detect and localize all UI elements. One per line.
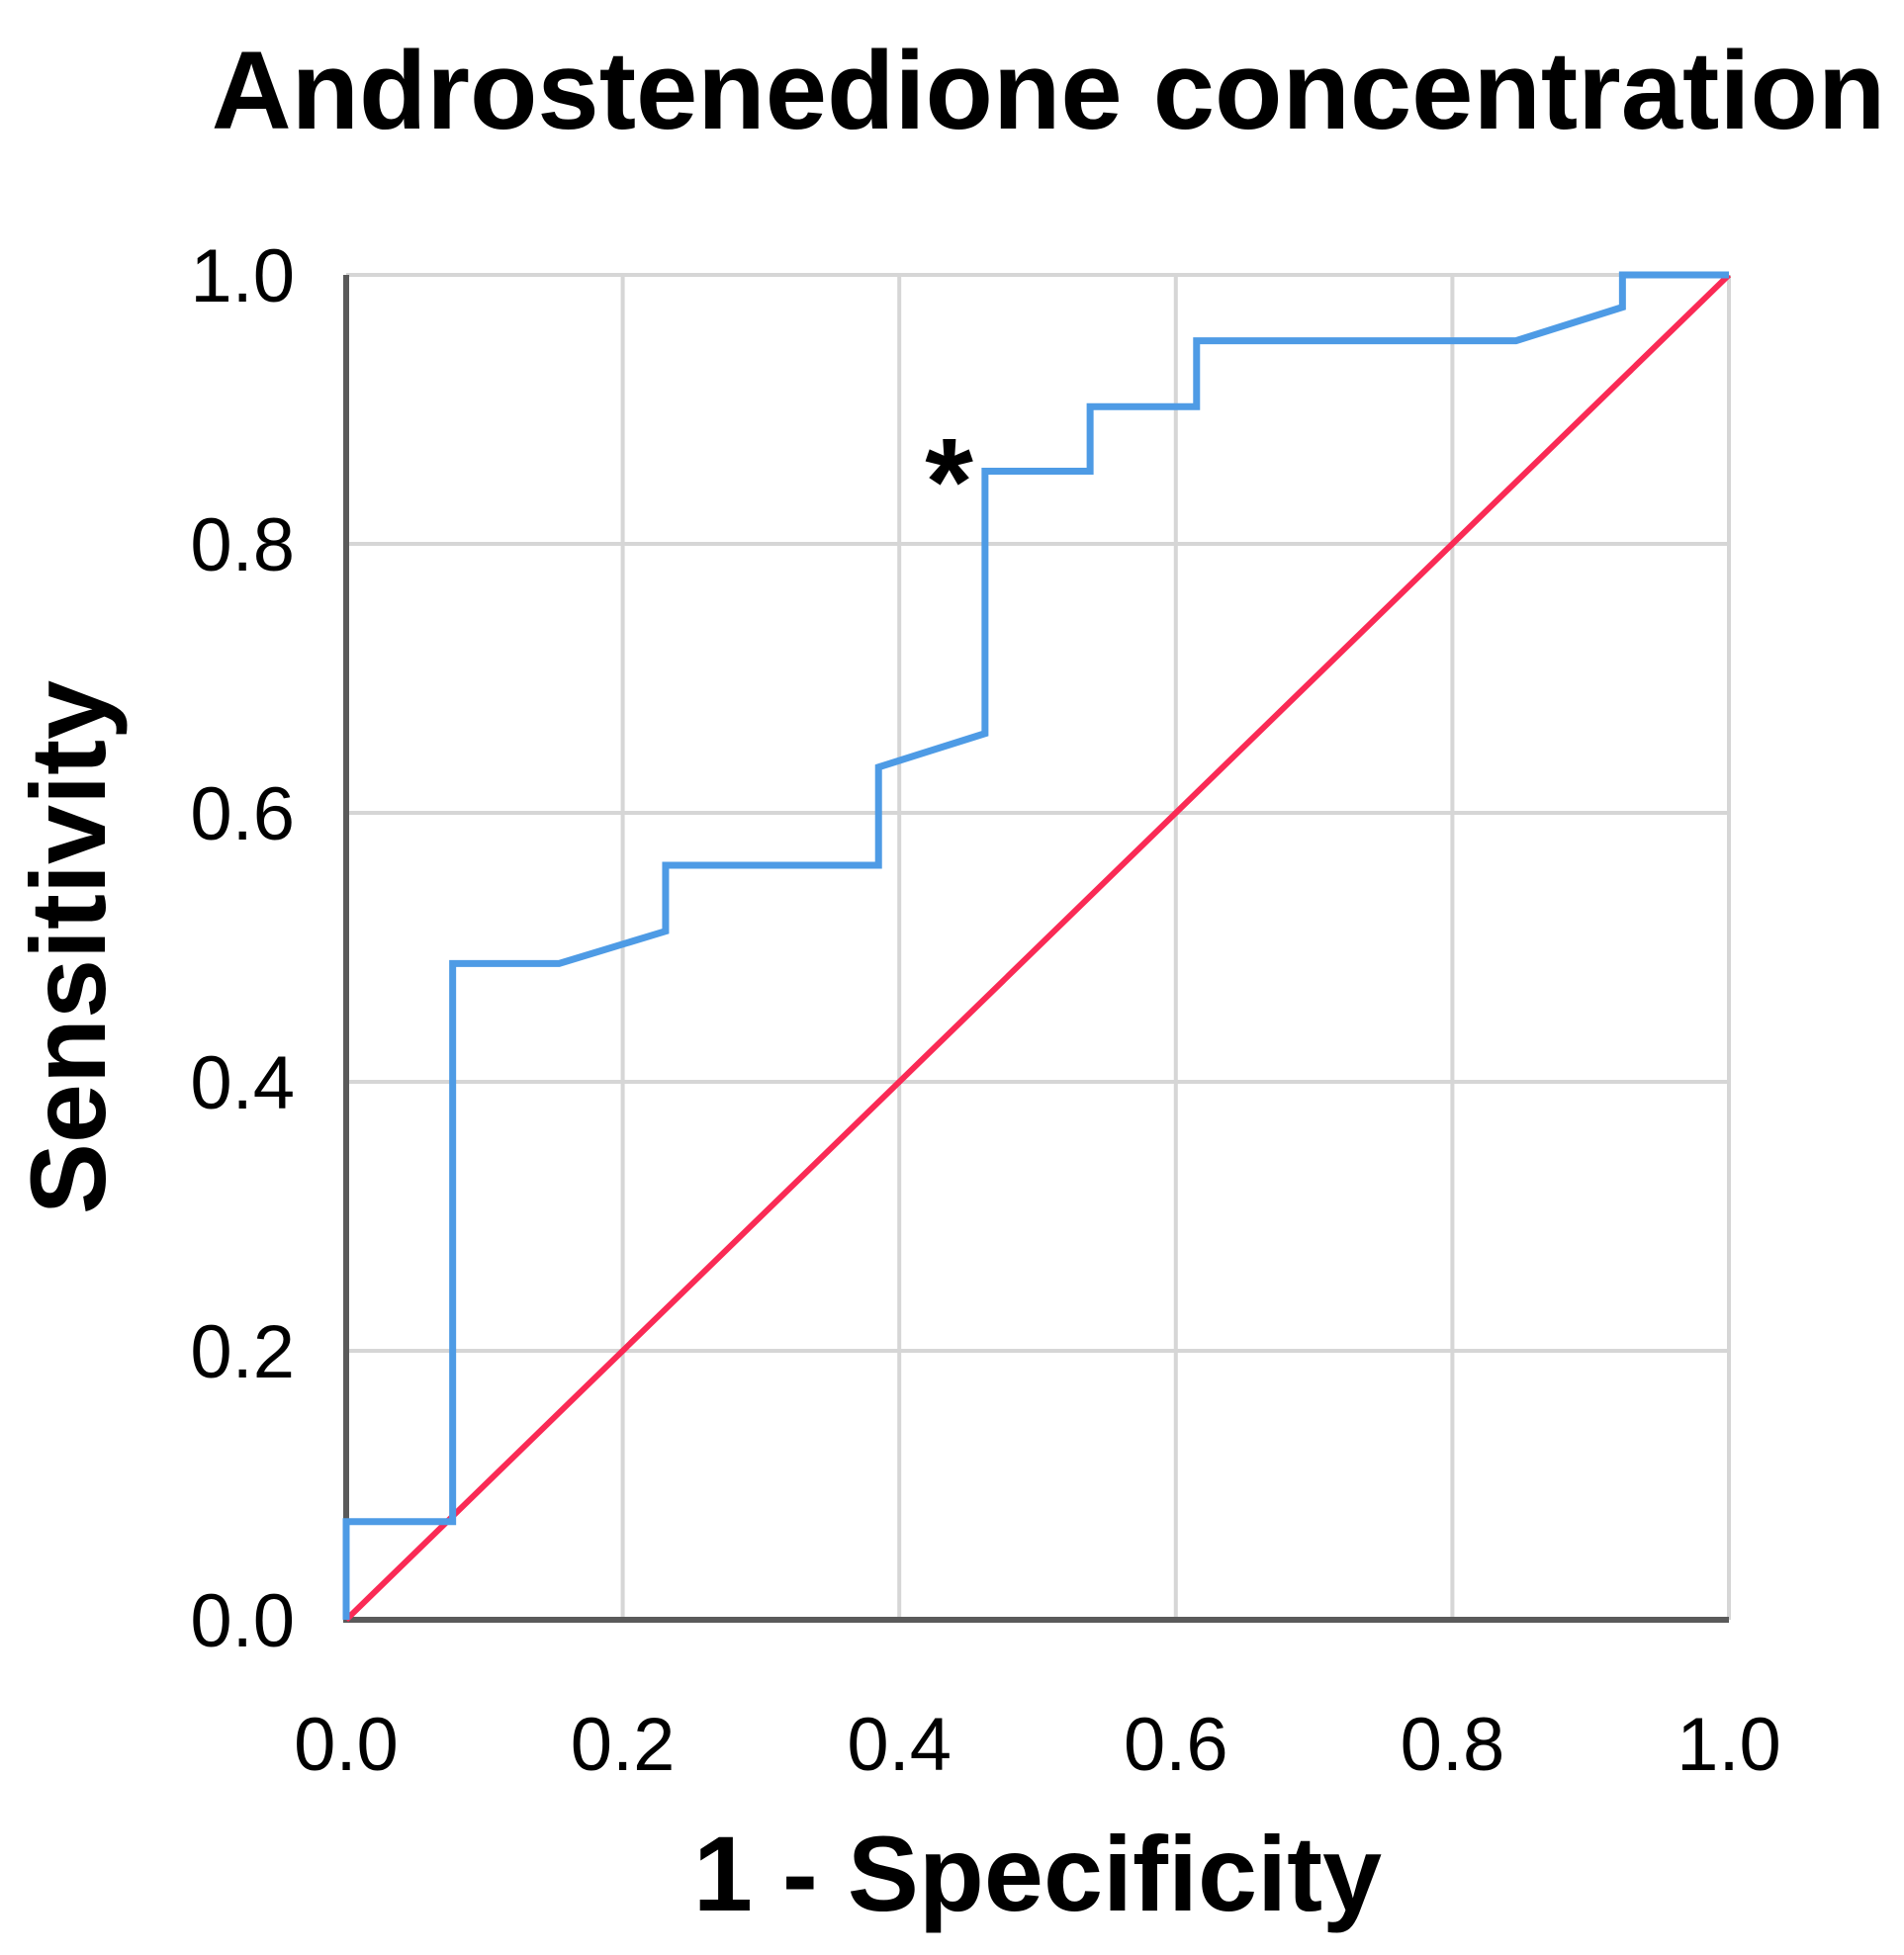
x-tick-label: 0.2 bbox=[571, 1703, 676, 1787]
y-tick-labels: 0.0 0.2 0.4 0.6 0.8 1.0 bbox=[190, 234, 295, 1663]
y-axis-title: Sensitivity bbox=[8, 680, 128, 1214]
roc-curve-line bbox=[342, 271, 1729, 1620]
x-tick-label: 0.8 bbox=[1401, 1703, 1505, 1787]
x-tick-label: 1.0 bbox=[1677, 1703, 1781, 1787]
y-tick-label: 0.6 bbox=[190, 772, 295, 856]
gridlines bbox=[344, 273, 1731, 1622]
y-tick-label: 0.0 bbox=[190, 1579, 295, 1663]
x-tick-label: 0.4 bbox=[847, 1703, 952, 1787]
x-tick-label: 0.0 bbox=[294, 1703, 399, 1787]
x-tick-label: 0.6 bbox=[1124, 1703, 1228, 1787]
series-lines bbox=[342, 271, 1732, 1623]
chart-title: Androstenedione concentration bbox=[212, 29, 1886, 152]
optimal-cutoff-asterisk: * bbox=[925, 413, 973, 551]
reference-diagonal-line bbox=[343, 272, 1732, 1623]
axes bbox=[343, 275, 1729, 1623]
x-tick-labels: 0.0 0.2 0.4 0.6 0.8 1.0 bbox=[294, 1703, 1781, 1787]
y-tick-label: 1.0 bbox=[190, 234, 295, 318]
y-tick-label: 0.4 bbox=[190, 1041, 295, 1125]
x-axis-title: 1 - Specificity bbox=[693, 1814, 1382, 1933]
y-tick-label: 0.2 bbox=[190, 1310, 295, 1394]
y-tick-label: 0.8 bbox=[190, 503, 295, 587]
